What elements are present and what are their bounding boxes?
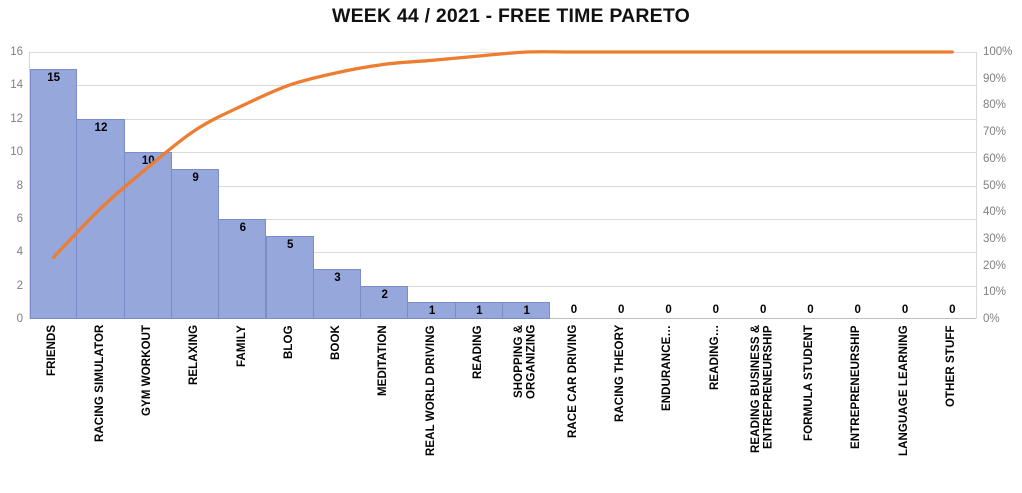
bar-value-label: 0 — [901, 304, 909, 316]
category-label: FORMULA STUDENT — [786, 325, 833, 493]
category-label-text: RACING SIMULATOR — [93, 325, 106, 443]
right-axis-tick: 0% — [983, 313, 1000, 325]
left-axis-tick: 6 — [16, 212, 23, 225]
category-label-text: SHOPPING & ORGANIZING — [513, 325, 538, 400]
category-label-text: RELAXING — [188, 325, 201, 386]
category-label-text: READING BUSINESS & ENTREPRENEURSHIP — [749, 325, 775, 454]
category-label: FAMILY — [218, 325, 265, 493]
category-label: RACING SIMULATOR — [76, 325, 123, 493]
right-axis-tick: 70% — [983, 126, 1007, 139]
category-label-text: BOOK — [330, 325, 343, 360]
bar-value-label: 2 — [381, 288, 388, 301]
gridline — [30, 52, 976, 53]
bar-value-label: 0 — [807, 304, 814, 316]
category-label-text: FRIENDS — [46, 325, 59, 377]
bar-value-label: 1 — [476, 305, 483, 318]
category-label-text: GYM WORKOUT — [140, 325, 153, 417]
category-label: RACE CAR DRIVING — [549, 325, 596, 493]
category-label: READING — [455, 325, 502, 493]
left-axis-tick: 12 — [10, 112, 23, 125]
bar-value-label: 5 — [286, 238, 294, 251]
category-label: OTHER STUFF — [928, 325, 975, 493]
bar-value-label: 0 — [618, 304, 625, 316]
gridline — [30, 152, 976, 154]
category-label: MEDITATION — [360, 325, 407, 493]
category-label: ENTREPRENEURSHIP — [833, 325, 880, 493]
bar-value-label: 9 — [192, 171, 199, 184]
category-label: LANGUAGE LEARNING — [880, 325, 927, 493]
right-axis-tick: 60% — [983, 152, 1007, 165]
category-label: BOOK — [313, 325, 360, 493]
category-label: SHOPPING & ORGANIZING — [502, 325, 549, 493]
category-label-text: LANGUAGE LEARNING — [897, 325, 910, 456]
gridline — [30, 285, 976, 287]
category-label: READING… — [691, 325, 738, 493]
bar-value-label: 0 — [949, 304, 956, 316]
category-label-text: RACING THEORY — [613, 325, 626, 423]
bar-value-label: 0 — [570, 304, 578, 316]
right-axis-tick: 20% — [983, 259, 1007, 272]
bar-value-label: 0 — [854, 304, 861, 316]
category-label: ENDURANCE… — [644, 325, 691, 493]
category-label-text: FORMULA STUDENT — [803, 325, 816, 442]
category-label-text: RACE CAR DRIVING — [566, 325, 579, 439]
left-axis-tick: 0 — [16, 313, 23, 325]
right-axis-tick: 100% — [983, 46, 1013, 58]
left-axis-tick: 2 — [16, 279, 23, 292]
category-label: RELAXING — [171, 325, 218, 493]
bar-value-label: 15 — [47, 71, 61, 84]
left-axis-tick: 10 — [10, 146, 23, 159]
bar-value-label: 12 — [94, 121, 108, 134]
category-label-text: MEDITATION — [377, 325, 390, 396]
right-axis-tick: 10% — [983, 286, 1007, 299]
bar-value-label: 0 — [759, 304, 767, 316]
bar-value-label: 6 — [239, 221, 247, 234]
bar-value-label: 1 — [523, 305, 530, 318]
bar — [30, 68, 78, 319]
bar-value-label: 1 — [428, 305, 436, 318]
gridline — [30, 85, 976, 87]
category-label-text: ENTREPRENEURSHIP — [850, 325, 863, 449]
category-label-text: BLOG — [282, 325, 295, 359]
category-label: RACING THEORY — [597, 325, 644, 493]
bar-value-label: 0 — [665, 304, 672, 316]
left-axis-tick: 8 — [16, 179, 23, 192]
bar-value-label: 3 — [334, 271, 341, 284]
bar-value-label: 0 — [712, 304, 720, 316]
right-axis-tick: 40% — [983, 206, 1007, 219]
category-label: READING BUSINESS & ENTREPRENEURSHIP — [739, 325, 786, 493]
bar — [502, 302, 551, 319]
left-axis-tick: 16 — [10, 46, 23, 58]
right-axis-tick: 50% — [983, 179, 1007, 192]
category-label: REAL WORLD DRIVING — [407, 325, 454, 493]
category-label-text: ENDURANCE… — [661, 325, 674, 411]
bar — [76, 118, 125, 319]
right-axis-tick: 90% — [983, 72, 1007, 85]
category-label: GYM WORKOUT — [124, 325, 171, 493]
bar — [312, 268, 362, 319]
left-axis-tick: 4 — [16, 246, 23, 259]
category-label-text: REAL WORLD DRIVING — [424, 325, 437, 456]
bar — [123, 152, 172, 319]
left-axis-tick: 14 — [10, 79, 23, 92]
right-axis-tick: 30% — [983, 232, 1007, 245]
right-axis-tick: 80% — [983, 99, 1007, 112]
category-label-text: OTHER STUFF — [945, 325, 958, 407]
bar — [218, 218, 267, 319]
category-label-text: READING… — [708, 325, 721, 391]
gridline — [30, 118, 976, 120]
category-label-text: FAMILY — [235, 325, 248, 367]
chart-title: WEEK 44 / 2021 - FREE TIME PARETO — [331, 5, 691, 27]
category-label: BLOG — [266, 325, 313, 493]
plot-area: 15 12 10 9 6 5 3 2 1 1 1 0 0 0 0 0 0 0 0 0 — [29, 50, 977, 319]
category-label-text: READING — [472, 325, 485, 379]
bar — [170, 168, 220, 319]
category-label: FRIENDS — [29, 325, 76, 493]
category-axis: FRIENDS RACING SIMULATOR GYM WORKOUT RELAXI… — [29, 325, 975, 493]
bar-value-label: 10 — [141, 155, 155, 168]
